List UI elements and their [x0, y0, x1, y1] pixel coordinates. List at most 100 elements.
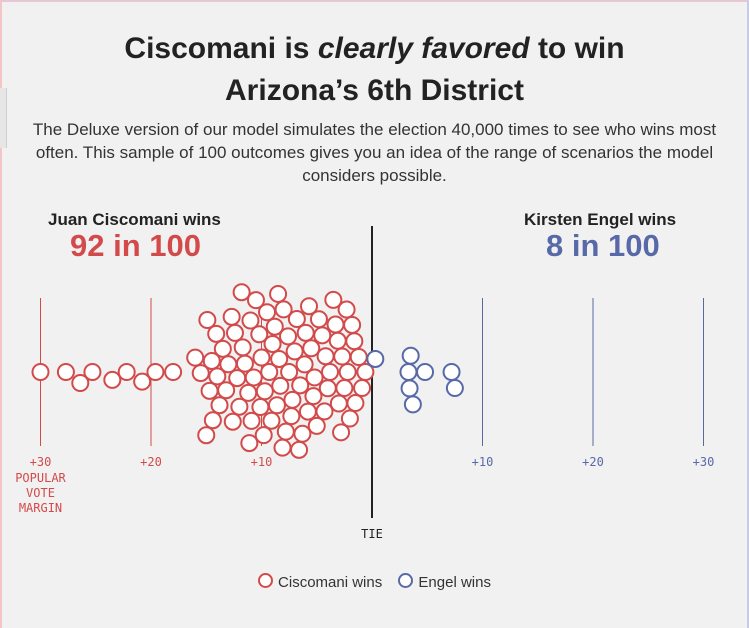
- axis-label: VOTE: [26, 486, 55, 500]
- outcome-dot: [445, 379, 464, 398]
- outcome-dot: [246, 291, 265, 310]
- outcome-dot: [232, 283, 251, 302]
- outcome-dot: [305, 368, 324, 387]
- outcome-dot: [345, 332, 364, 351]
- chart-title: Ciscomani is clearly favored to win Ariz…: [0, 28, 749, 112]
- outcome-dot: [164, 363, 183, 381]
- outcome-dot: [332, 423, 351, 442]
- chart-subtitle: The Deluxe version of our model simulate…: [32, 120, 717, 185]
- outcome-dot: [338, 363, 357, 381]
- outcome-dot: [103, 370, 122, 389]
- legend: Ciscomani wins Engel wins: [0, 573, 749, 591]
- outcome-dot: [290, 440, 309, 459]
- outcome-dot: [283, 390, 302, 409]
- outcome-dot: [309, 310, 328, 329]
- outcome-dot: [56, 363, 75, 381]
- outcome-dot: [296, 323, 315, 342]
- outcome-dot: [263, 334, 282, 353]
- outcome-dot: [222, 307, 241, 326]
- outcome-dot: [230, 397, 249, 416]
- outcome-dot: [239, 383, 258, 402]
- engel-wins-count: 8 in 100: [546, 228, 660, 263]
- outcome-dot: [31, 363, 50, 381]
- outcome-dot: [203, 411, 222, 430]
- outcome-dot: [274, 300, 293, 319]
- legend-dot-ciscomani: [258, 573, 274, 588]
- outcome-dot: [240, 434, 259, 453]
- outcome-dot: [202, 351, 221, 370]
- outcome-dot: [340, 409, 359, 428]
- outcome-dot: [346, 394, 365, 413]
- tick-label: +30: [693, 455, 715, 469]
- outcome-dot: [313, 326, 332, 345]
- outcome-dot: [228, 369, 247, 388]
- outcome-dot: [207, 324, 226, 343]
- outcome-dot: [198, 311, 217, 330]
- outcome-dot: [254, 426, 273, 445]
- engel-wins-label: Kirsten Engel wins: [524, 210, 677, 229]
- outcome-dot: [197, 426, 216, 445]
- outcome-dot: [399, 363, 418, 381]
- outcome-dot: [208, 367, 227, 386]
- outcome-dot: [213, 339, 232, 358]
- outcome-dot: [210, 396, 229, 415]
- outcome-dot: [291, 376, 310, 395]
- title-part2: to win: [529, 32, 625, 65]
- outcome-dot: [269, 284, 288, 303]
- outcome-dot: [191, 364, 210, 383]
- tick-label: +10: [472, 455, 494, 469]
- outcome-dot: [241, 311, 260, 330]
- outcome-dot: [302, 339, 321, 358]
- outcome-dot: [279, 327, 298, 346]
- outcome-dot: [304, 387, 323, 406]
- outcome-dot: [282, 407, 301, 426]
- legend-label-ciscomani: Ciscomani wins: [278, 574, 383, 591]
- outcome-dot: [233, 338, 252, 357]
- outcome-dot: [316, 347, 335, 366]
- outcome-dot: [235, 354, 254, 373]
- outcome-dot: [401, 346, 420, 365]
- axis-label: POPULAR: [15, 471, 66, 485]
- title-part1: Ciscomani is: [124, 32, 318, 65]
- outcome-dot: [343, 315, 362, 334]
- outcome-dot: [403, 395, 422, 414]
- outcome-dot: [287, 310, 306, 329]
- outcome-dot: [400, 379, 419, 398]
- outcome-dot: [271, 376, 290, 395]
- outcome-dot: [242, 411, 261, 430]
- title-emphasis: clearly favored: [317, 32, 530, 65]
- legend-item-engel: Engel wins: [398, 573, 491, 591]
- outcome-dot: [250, 325, 269, 344]
- tick-label: +20: [140, 455, 162, 469]
- outcome-dot: [117, 363, 136, 381]
- outcome-dot: [252, 348, 271, 367]
- outcome-dot: [83, 363, 102, 381]
- axis-label: MARGIN: [19, 501, 62, 515]
- outcome-dot: [337, 300, 356, 319]
- outcome-dot: [146, 363, 165, 381]
- outcome-dot: [200, 381, 219, 400]
- outcome-dot: [353, 379, 372, 398]
- outcome-dot: [71, 374, 90, 393]
- outcome-dot: [315, 402, 334, 421]
- outcome-dot: [280, 363, 299, 381]
- edge-tab: [0, 88, 7, 148]
- outcome-dot: [324, 290, 343, 309]
- outcome-dot: [133, 372, 152, 391]
- outcome-dot: [265, 317, 284, 336]
- outcome-dot: [293, 424, 312, 443]
- outcome-dot: [321, 363, 340, 381]
- outcome-dot: [255, 382, 274, 401]
- legend-item-ciscomani: Ciscomani wins: [258, 573, 382, 591]
- outcome-dot: [442, 363, 461, 381]
- tie-label: TIE: [361, 527, 383, 541]
- outcome-dot: [223, 412, 242, 431]
- outcome-dot: [295, 355, 314, 374]
- outcome-dot: [349, 347, 368, 366]
- outcome-dot: [225, 323, 244, 342]
- outcome-dot: [273, 438, 292, 457]
- tick-label: +10: [251, 455, 273, 469]
- outcome-dot: [267, 396, 286, 415]
